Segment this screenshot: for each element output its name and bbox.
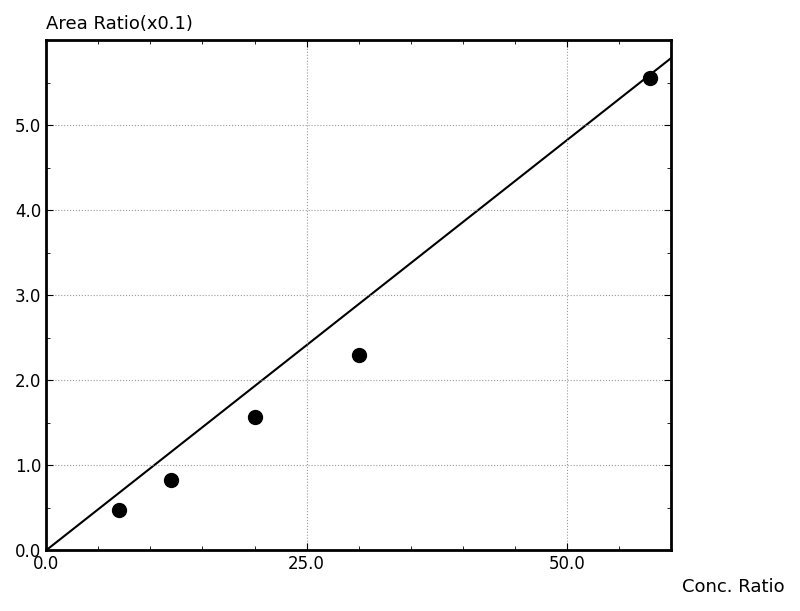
Point (644, 73, 657, 83)
Point (352, 349, 365, 359)
Point (165, 475, 178, 485)
Point (113, 505, 126, 515)
Text: Conc. Ratio: Conc. Ratio (682, 578, 785, 596)
Text: Area Ratio(x0.1): Area Ratio(x0.1) (46, 15, 193, 33)
Point (248, 412, 261, 422)
